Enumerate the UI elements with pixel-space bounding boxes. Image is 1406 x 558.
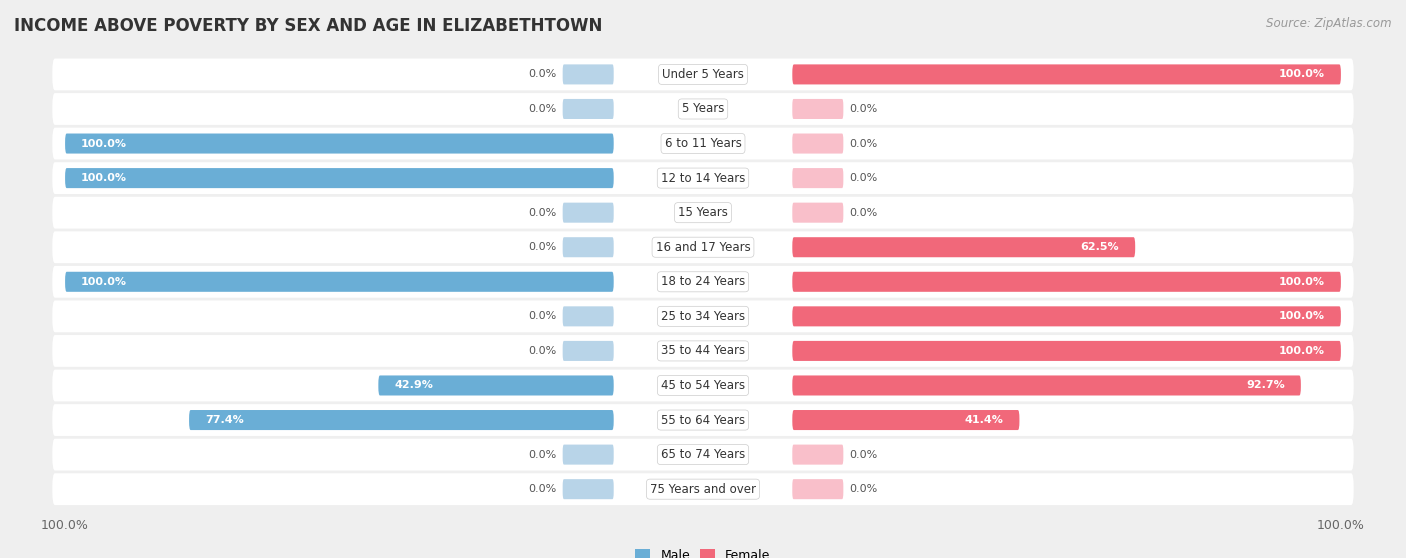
FancyBboxPatch shape: [793, 272, 1341, 292]
Text: 100.0%: 100.0%: [82, 138, 127, 148]
Text: 75 Years and over: 75 Years and over: [650, 483, 756, 496]
FancyBboxPatch shape: [562, 479, 613, 499]
FancyBboxPatch shape: [52, 335, 1354, 367]
FancyBboxPatch shape: [562, 64, 613, 84]
FancyBboxPatch shape: [793, 203, 844, 223]
Text: 0.0%: 0.0%: [849, 138, 877, 148]
Text: 92.7%: 92.7%: [1246, 381, 1285, 391]
FancyBboxPatch shape: [793, 479, 844, 499]
Text: 41.4%: 41.4%: [965, 415, 1004, 425]
Text: 0.0%: 0.0%: [849, 450, 877, 460]
Text: 0.0%: 0.0%: [529, 208, 557, 218]
FancyBboxPatch shape: [793, 99, 844, 119]
FancyBboxPatch shape: [793, 168, 844, 188]
Text: 25 to 34 Years: 25 to 34 Years: [661, 310, 745, 323]
FancyBboxPatch shape: [52, 300, 1354, 332]
Text: 0.0%: 0.0%: [849, 173, 877, 183]
FancyBboxPatch shape: [562, 203, 613, 223]
FancyBboxPatch shape: [562, 341, 613, 361]
FancyBboxPatch shape: [52, 162, 1354, 194]
FancyBboxPatch shape: [793, 306, 1341, 326]
Text: 100.0%: 100.0%: [1279, 311, 1324, 321]
FancyBboxPatch shape: [52, 197, 1354, 229]
Text: 0.0%: 0.0%: [529, 104, 557, 114]
FancyBboxPatch shape: [52, 439, 1354, 470]
FancyBboxPatch shape: [562, 306, 613, 326]
Text: 100.0%: 100.0%: [1279, 69, 1324, 79]
Text: 6 to 11 Years: 6 to 11 Years: [665, 137, 741, 150]
Text: 62.5%: 62.5%: [1081, 242, 1119, 252]
Text: 100.0%: 100.0%: [1279, 346, 1324, 356]
Text: 0.0%: 0.0%: [849, 208, 877, 218]
FancyBboxPatch shape: [562, 445, 613, 465]
Text: 16 and 17 Years: 16 and 17 Years: [655, 240, 751, 254]
FancyBboxPatch shape: [378, 376, 613, 396]
Text: 55 to 64 Years: 55 to 64 Years: [661, 413, 745, 426]
FancyBboxPatch shape: [65, 168, 613, 188]
Text: 0.0%: 0.0%: [529, 311, 557, 321]
FancyBboxPatch shape: [562, 99, 613, 119]
Text: 100.0%: 100.0%: [1279, 277, 1324, 287]
Legend: Male, Female: Male, Female: [630, 544, 776, 558]
Text: 77.4%: 77.4%: [205, 415, 243, 425]
FancyBboxPatch shape: [52, 232, 1354, 263]
Text: Source: ZipAtlas.com: Source: ZipAtlas.com: [1267, 17, 1392, 30]
Text: 0.0%: 0.0%: [529, 242, 557, 252]
FancyBboxPatch shape: [793, 133, 844, 153]
FancyBboxPatch shape: [562, 237, 613, 257]
FancyBboxPatch shape: [793, 341, 1341, 361]
Text: 0.0%: 0.0%: [529, 450, 557, 460]
Text: 12 to 14 Years: 12 to 14 Years: [661, 172, 745, 185]
Text: 65 to 74 Years: 65 to 74 Years: [661, 448, 745, 461]
Text: 5 Years: 5 Years: [682, 103, 724, 116]
Text: 0.0%: 0.0%: [849, 484, 877, 494]
FancyBboxPatch shape: [52, 59, 1354, 90]
FancyBboxPatch shape: [793, 410, 1019, 430]
Text: 42.9%: 42.9%: [394, 381, 433, 391]
FancyBboxPatch shape: [188, 410, 613, 430]
Text: 15 Years: 15 Years: [678, 206, 728, 219]
FancyBboxPatch shape: [52, 473, 1354, 505]
FancyBboxPatch shape: [52, 128, 1354, 160]
Text: 0.0%: 0.0%: [529, 346, 557, 356]
Text: 0.0%: 0.0%: [529, 484, 557, 494]
FancyBboxPatch shape: [52, 369, 1354, 401]
FancyBboxPatch shape: [65, 272, 613, 292]
FancyBboxPatch shape: [793, 376, 1301, 396]
Text: 100.0%: 100.0%: [82, 277, 127, 287]
Text: 0.0%: 0.0%: [849, 104, 877, 114]
FancyBboxPatch shape: [793, 237, 1135, 257]
FancyBboxPatch shape: [52, 266, 1354, 297]
FancyBboxPatch shape: [65, 133, 613, 153]
Text: 18 to 24 Years: 18 to 24 Years: [661, 275, 745, 288]
Text: Under 5 Years: Under 5 Years: [662, 68, 744, 81]
FancyBboxPatch shape: [793, 445, 844, 465]
FancyBboxPatch shape: [52, 93, 1354, 125]
Text: 45 to 54 Years: 45 to 54 Years: [661, 379, 745, 392]
FancyBboxPatch shape: [52, 404, 1354, 436]
Text: INCOME ABOVE POVERTY BY SEX AND AGE IN ELIZABETHTOWN: INCOME ABOVE POVERTY BY SEX AND AGE IN E…: [14, 17, 602, 35]
Text: 100.0%: 100.0%: [82, 173, 127, 183]
FancyBboxPatch shape: [793, 64, 1341, 84]
Text: 35 to 44 Years: 35 to 44 Years: [661, 344, 745, 358]
Text: 0.0%: 0.0%: [529, 69, 557, 79]
